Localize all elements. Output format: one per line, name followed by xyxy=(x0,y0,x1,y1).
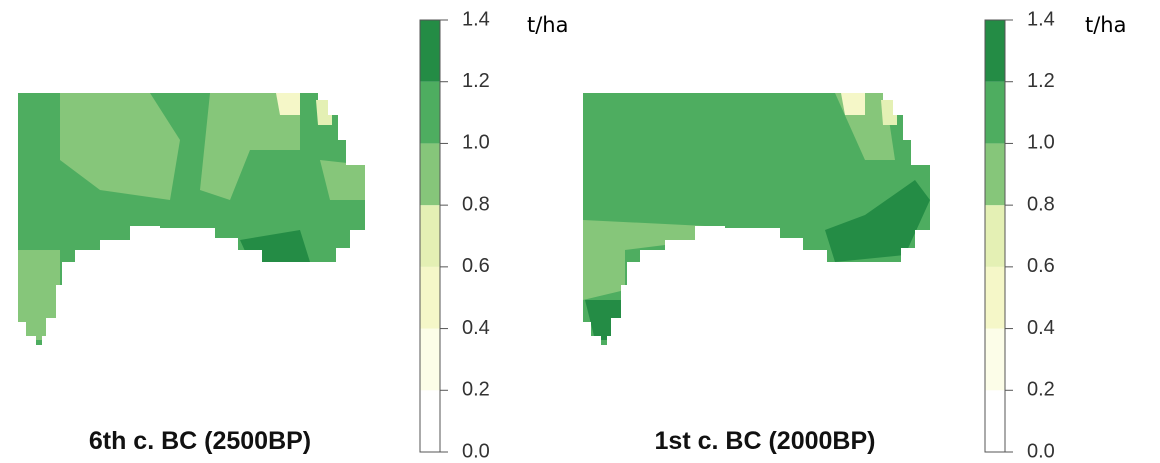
colorbar-tick-label: 0.4 xyxy=(462,317,490,339)
colorbar-tick-label: 1.0 xyxy=(1027,132,1055,154)
colorbar-tick-label: 0.8 xyxy=(462,193,490,215)
colorbar-tick-label: 0.6 xyxy=(462,255,490,277)
colorbar-tick-label: 1.4 xyxy=(462,8,490,30)
colorbar-segment xyxy=(985,20,1005,82)
colorbar-tick-label: 0.0 xyxy=(462,440,490,462)
colorbar-segment xyxy=(420,143,440,206)
colorbar-segment xyxy=(420,81,440,144)
unit-label: t/ha xyxy=(1085,13,1127,37)
colorbar-segment xyxy=(420,390,440,452)
colorbar-frame xyxy=(419,19,441,453)
colorbar-tick-label: 1.0 xyxy=(462,132,490,154)
map-2 xyxy=(583,93,930,345)
colorbar-segment xyxy=(985,266,1005,329)
map-title: 1st c. BC (2000BP) xyxy=(655,427,876,455)
colorbar-segment xyxy=(985,205,1005,267)
colorbar-segment xyxy=(420,328,440,391)
colorbar-segment xyxy=(420,205,440,267)
colorbar-tick-label: 0.2 xyxy=(1027,379,1055,401)
colorbar-segment xyxy=(420,20,440,82)
colorbar-tick-label: 1.4 xyxy=(1027,8,1055,30)
colorbar-tick-label: 1.2 xyxy=(462,70,490,92)
colorbar-segment xyxy=(420,266,440,329)
colorbar-frame xyxy=(984,19,1006,453)
map-1 xyxy=(18,93,365,345)
colorbar-tick-label: 0.6 xyxy=(1027,255,1055,277)
colorbar-tick-label: 0.0 xyxy=(1027,440,1055,462)
map-title: 6th c. BC (2500BP) xyxy=(89,427,311,455)
colorbar-segment xyxy=(985,81,1005,144)
colorbar-tick-label: 0.2 xyxy=(462,379,490,401)
unit-label: t/ha xyxy=(527,13,569,37)
colorbar-tick-label: 1.2 xyxy=(1027,70,1055,92)
colorbar-segment xyxy=(985,390,1005,452)
colorbar-tick-label: 0.8 xyxy=(1027,193,1055,215)
colorbar-tick-label: 0.4 xyxy=(1027,317,1055,339)
colorbar-segment xyxy=(985,143,1005,206)
colorbar-segment xyxy=(985,328,1005,391)
